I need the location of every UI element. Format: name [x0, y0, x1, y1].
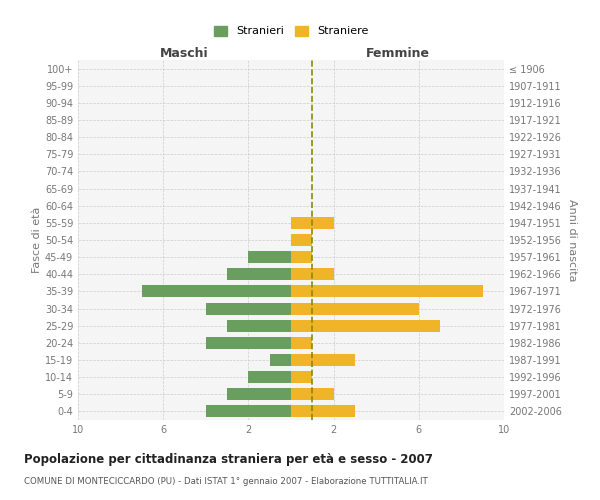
- Y-axis label: Anni di nascita: Anni di nascita: [567, 198, 577, 281]
- Text: Femmine: Femmine: [365, 47, 430, 60]
- Text: Popolazione per cittadinanza straniera per età e sesso - 2007: Popolazione per cittadinanza straniera p…: [24, 452, 433, 466]
- Bar: [142, 286, 291, 298]
- Bar: [291, 320, 440, 332]
- Bar: [227, 388, 291, 400]
- Legend: Stranieri, Straniere: Stranieri, Straniere: [210, 22, 372, 40]
- Bar: [270, 354, 291, 366]
- Bar: [248, 371, 291, 383]
- Bar: [291, 217, 334, 229]
- Bar: [291, 286, 483, 298]
- Bar: [206, 406, 291, 417]
- Bar: [291, 302, 419, 314]
- Bar: [227, 268, 291, 280]
- Bar: [248, 251, 291, 263]
- Text: Maschi: Maschi: [160, 47, 209, 60]
- Bar: [291, 406, 355, 417]
- Bar: [291, 251, 313, 263]
- Bar: [227, 320, 291, 332]
- Bar: [291, 354, 355, 366]
- Text: COMUNE DI MONTECICCARDO (PU) - Dati ISTAT 1° gennaio 2007 - Elaborazione TUTTITA: COMUNE DI MONTECICCARDO (PU) - Dati ISTA…: [24, 478, 428, 486]
- Bar: [206, 302, 291, 314]
- Y-axis label: Fasce di età: Fasce di età: [32, 207, 42, 273]
- Bar: [291, 234, 313, 246]
- Bar: [291, 388, 334, 400]
- Bar: [291, 268, 334, 280]
- Bar: [291, 337, 313, 349]
- Bar: [291, 371, 313, 383]
- Bar: [206, 337, 291, 349]
